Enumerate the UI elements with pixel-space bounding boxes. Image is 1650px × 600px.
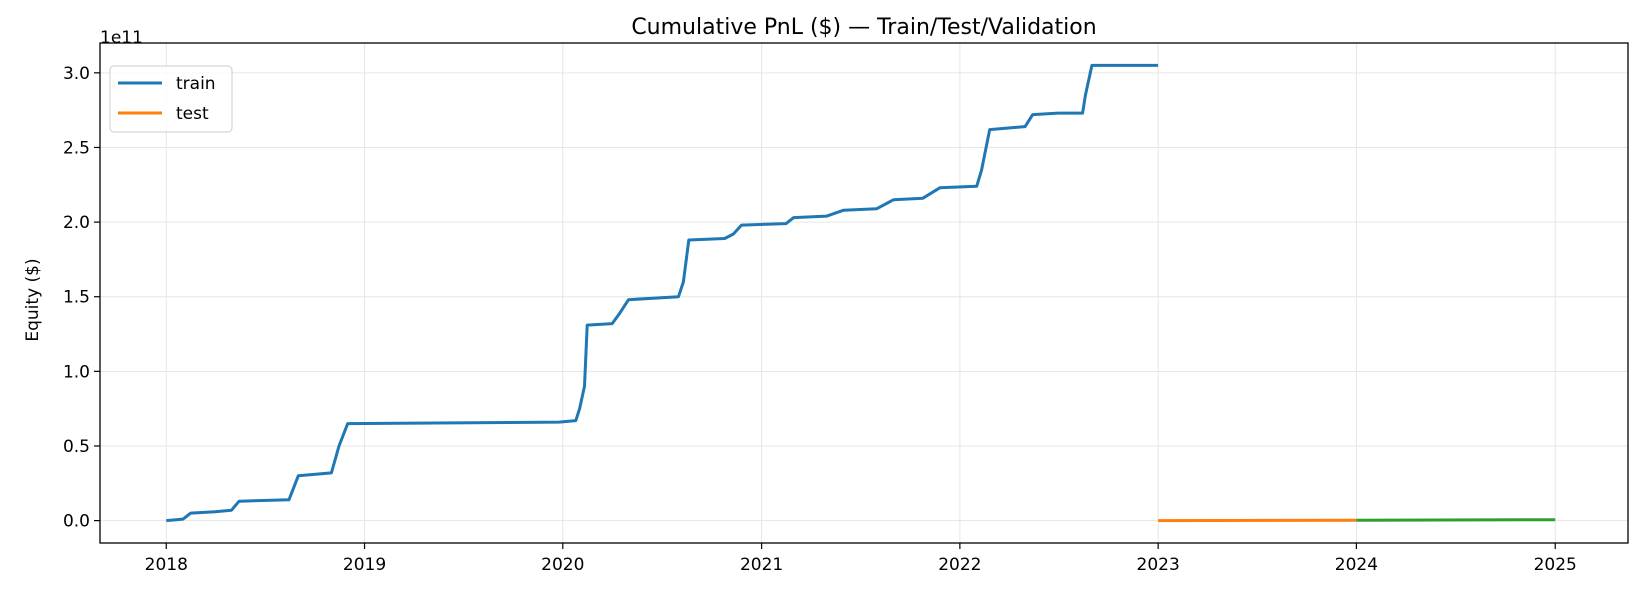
legend: train test <box>109 65 233 133</box>
x-tick-label: 2019 <box>343 555 386 575</box>
x-tick-label: 2021 <box>740 555 783 575</box>
y-tick-label: 2.5 <box>63 138 90 158</box>
y-tick-label: 0.5 <box>63 437 90 457</box>
grid <box>100 43 1628 543</box>
y-offset-label: 1e11 <box>100 28 143 48</box>
x-tick-label: 2020 <box>541 555 584 575</box>
y-tick-label: 1.0 <box>63 362 90 382</box>
y-tick-label: 3.0 <box>63 64 90 84</box>
series-line-3 <box>1356 518 1556 522</box>
x-tick-label: 2024 <box>1335 555 1378 575</box>
y-tick-label: 2.0 <box>63 213 90 233</box>
series-layer <box>166 63 1556 523</box>
y-tick-label: 1.5 <box>63 288 90 308</box>
x-tick-label: 2025 <box>1534 555 1577 575</box>
chart-title: Cumulative PnL ($) — Train/Test/Validati… <box>631 15 1096 40</box>
plot-frame <box>99 42 1629 544</box>
x-tick-label: 2022 <box>938 555 981 575</box>
legend-label-test: test <box>176 104 209 124</box>
y-axis-label: Equity ($) <box>23 258 43 341</box>
x-tick-label: 2023 <box>1137 555 1180 575</box>
series-line-train <box>166 63 1159 523</box>
ticks: 2018 2019 2020 2021 2022 2023 2024 2025 0.0 0.5 1.… <box>63 64 1577 575</box>
legend-label-train: train <box>176 74 216 94</box>
x-tick-label: 2018 <box>145 555 188 575</box>
y-tick-label: 0.0 <box>63 512 90 532</box>
